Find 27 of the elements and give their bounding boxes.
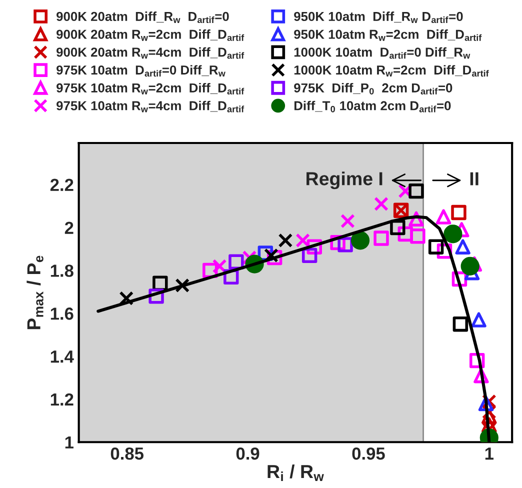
legend-label: 950K 10atm Diff_R$_{w}$ D$_{artif}$=0 bbox=[294, 12, 463, 24]
x-tick-label: 0.9 bbox=[236, 447, 260, 460]
legend-label: 950K 10atm R$_{w}$=2cm Diff_D$_{artif}$ bbox=[294, 29, 482, 41]
y-tick-label: 1.2 bbox=[50, 393, 74, 406]
y-tick-label: 2.2 bbox=[50, 178, 74, 191]
legend-label: Diff_T$_{0}$ 10atm 2cm D$_{artif}$=0 bbox=[294, 100, 451, 112]
x-tick-label: 1 bbox=[485, 448, 494, 460]
annotation: II bbox=[470, 172, 478, 186]
annotation: Regime I bbox=[306, 172, 382, 190]
legend-label: 975K Diff_P$_{0}$ 2cm D$_{artif}$=0 bbox=[294, 82, 452, 94]
legend-label: 975K 10atm R$_{w}$=4cm Diff_D$_{artif}$ bbox=[56, 100, 244, 112]
legend-label: 1000K 10atm R$_{w}$=2cm Diff_D$_{artif}$ bbox=[294, 65, 489, 77]
x-tick-label: 0.95 bbox=[352, 447, 385, 460]
legend-label: 975K 10atm D$_{artif}$=0 Diff_R$_{w}$ bbox=[56, 65, 226, 77]
y-tick-label: 1.6 bbox=[50, 308, 74, 320]
legend-label: 900K 20atm Diff_R$_{w}$ D$_{artif}$=0 bbox=[56, 12, 229, 24]
y-tick-label: 1.8 bbox=[50, 264, 74, 277]
x-tick-label: 0.85 bbox=[110, 447, 144, 460]
legend-label: 1000K 10atm D$_{artif}$=0 Diff_R$_{w}$ bbox=[294, 47, 470, 59]
y-tick-label: 2 bbox=[64, 222, 74, 234]
y-axis-title: P$_{max}$ / P$_{e}$ bbox=[26, 256, 44, 330]
legend-label: 900K 20atm R$_{w}$=2cm Diff_D$_{artif}$ bbox=[56, 29, 244, 41]
y-tick-label: 1 bbox=[65, 436, 74, 448]
x-axis-title: R$_{i}$ / R$_{w}$ bbox=[268, 464, 324, 482]
y-tick-label: 1.4 bbox=[50, 350, 74, 363]
legend-label: 900K 20atm R$_{w}$=4cm Diff_D$_{artif}$ bbox=[56, 47, 244, 59]
legend-label: 975K 10atm R$_{w}$=2cm Diff_D$_{artif}$ bbox=[56, 82, 244, 94]
